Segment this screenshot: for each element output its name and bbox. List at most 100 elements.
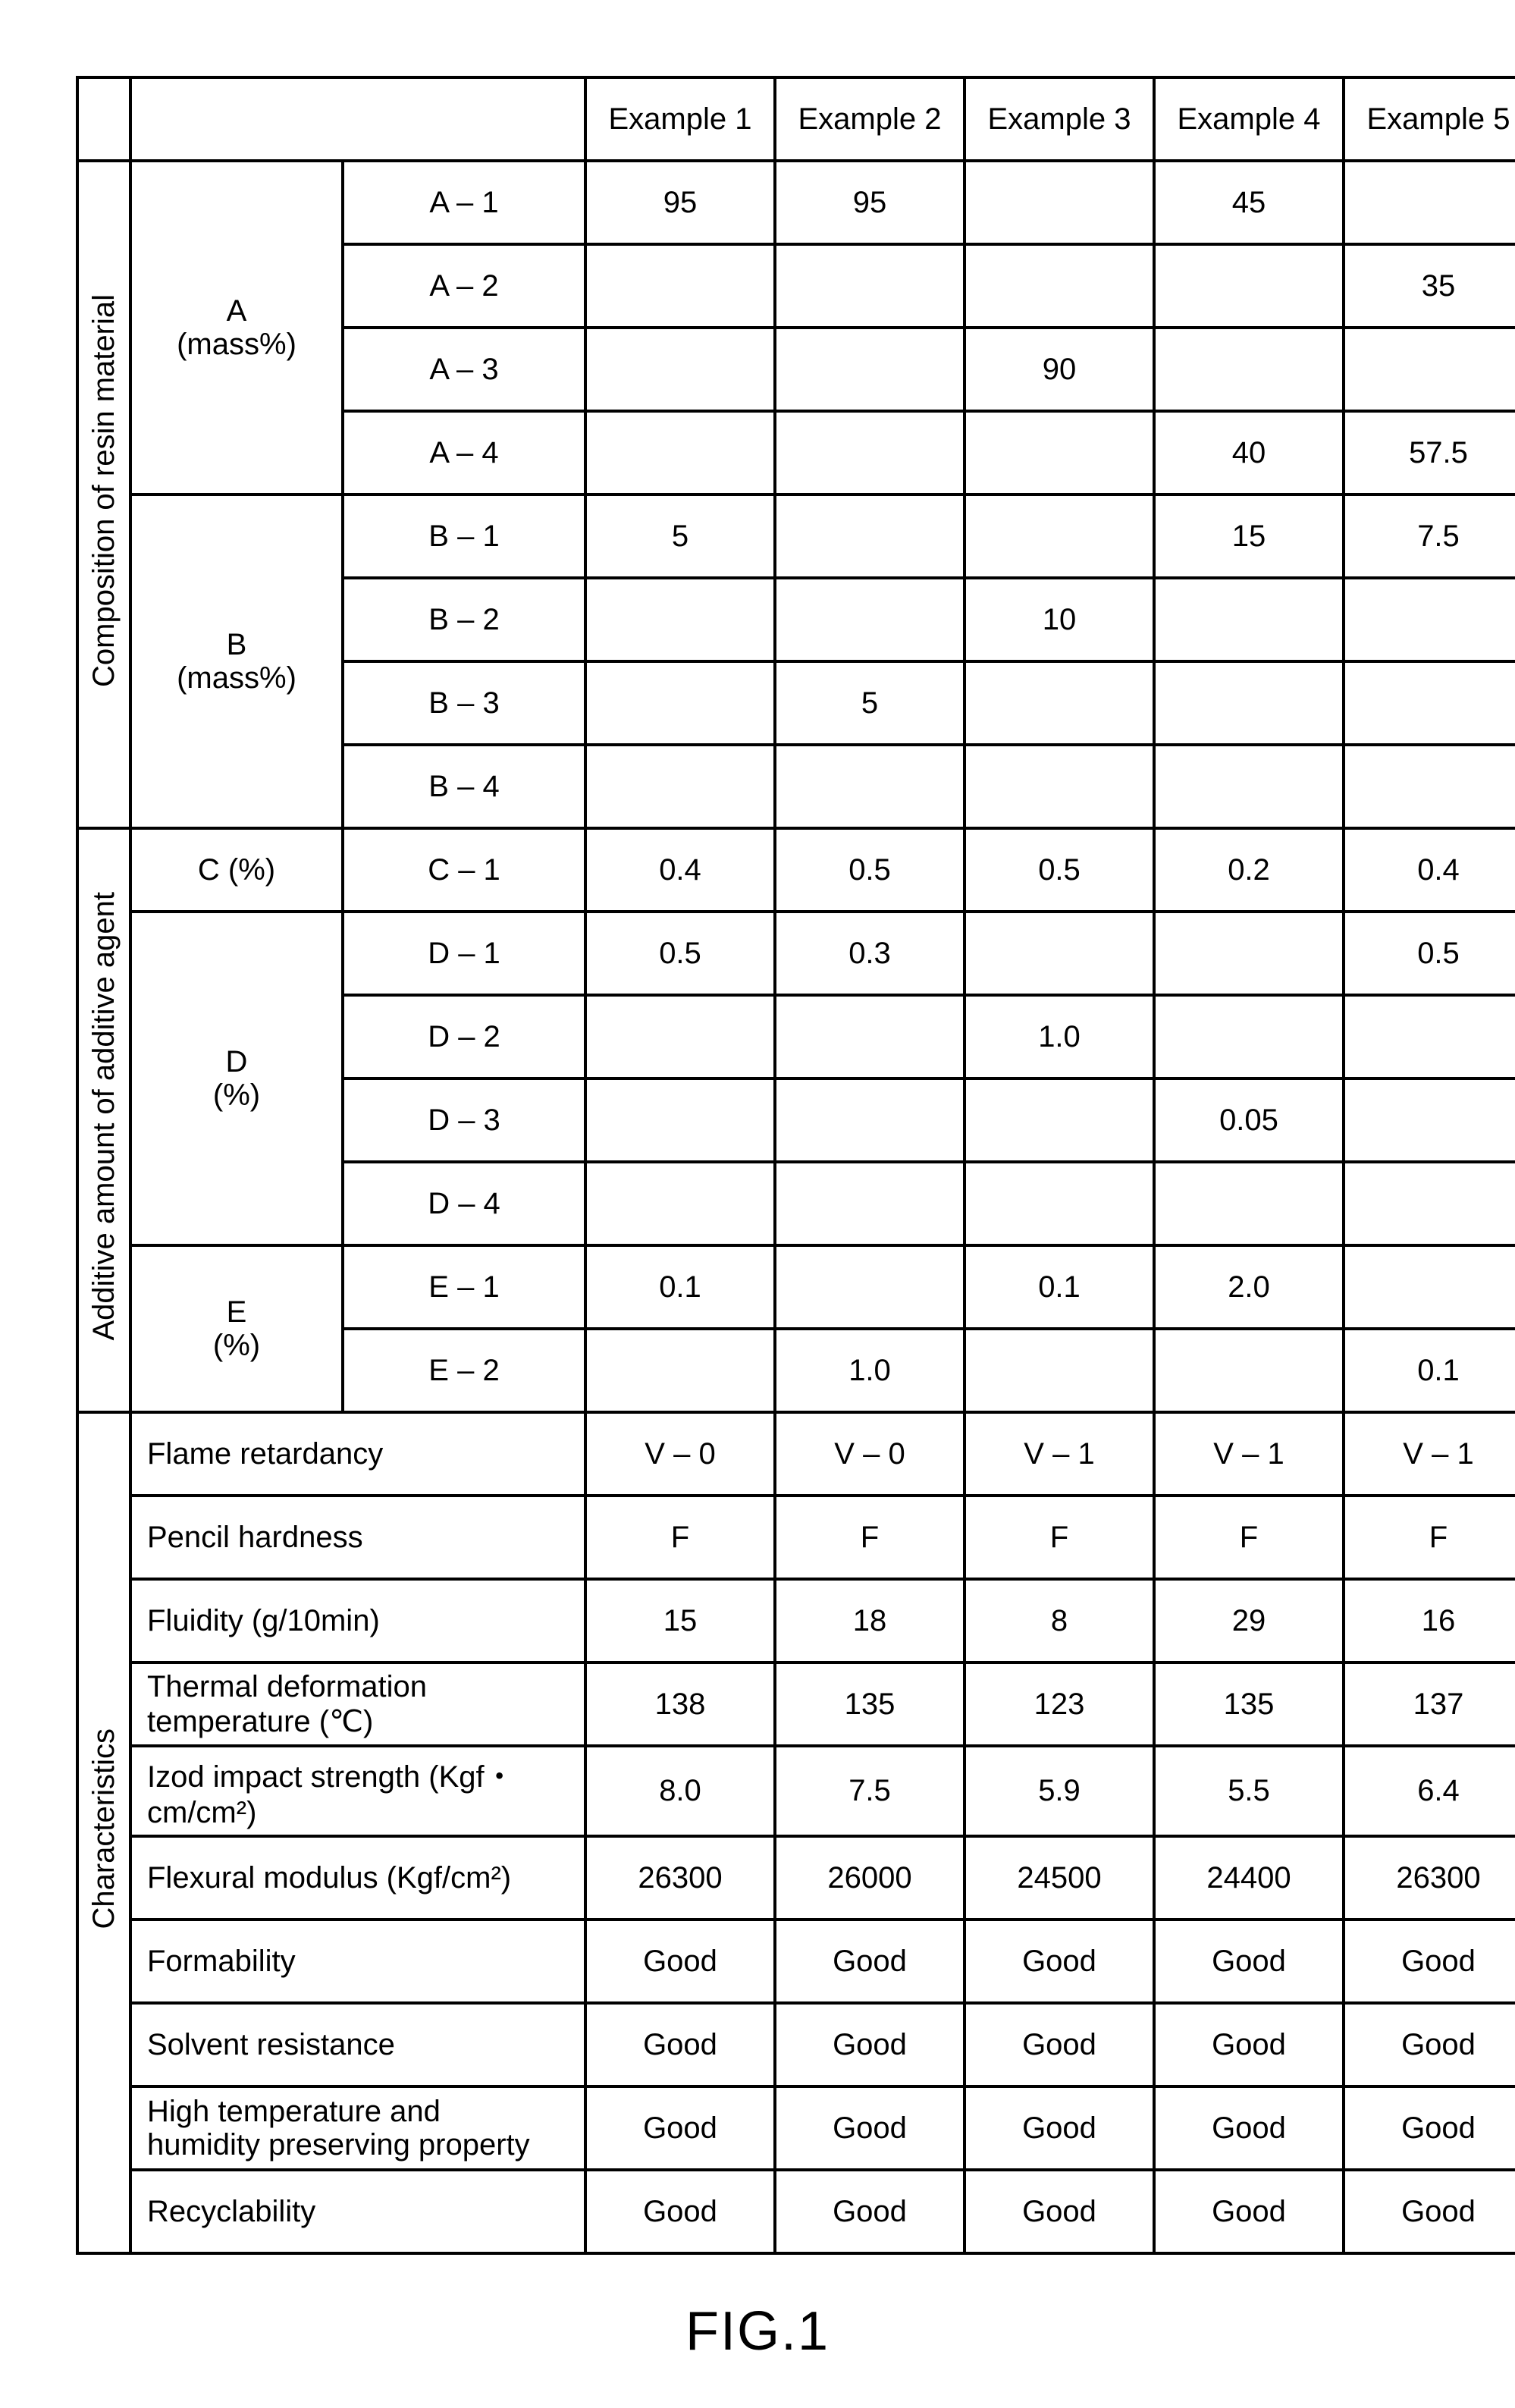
cell: 7.5 [775,1746,965,1836]
table-row: E(%) E – 1 0.1 0.1 2.0 [77,1245,1515,1329]
table-row: Formability Good Good Good Good Good [77,1920,1515,2003]
row-label-C1: C – 1 [343,828,585,912]
cell [965,661,1154,745]
group-additive: Additive amount of additive agent [77,828,130,1412]
cell: 18 [775,1579,965,1662]
row-label-A3: A – 3 [343,328,585,411]
cell: 7.5 [1344,494,1515,578]
cell [585,745,775,828]
cell: Good [775,1920,965,2003]
row-label-D1: D – 1 [343,912,585,995]
table-row: Additive amount of additive agent C (%) … [77,828,1515,912]
cell: 138 [585,1662,775,1746]
cell: V – 0 [775,1412,965,1496]
cell: Good [585,2086,775,2170]
cell: 35 [1344,244,1515,328]
row-label-B2: B – 2 [343,578,585,661]
cell: 5 [585,494,775,578]
cell: 0.1 [585,1245,775,1329]
cell: 1.0 [775,1329,965,1412]
data-table: Example 1 Example 2 Example 3 Example 4 … [76,76,1515,2255]
cell: 0.4 [585,828,775,912]
cell [1154,328,1344,411]
cell: Good [1154,1920,1344,2003]
cell [775,328,965,411]
subgroup-D: D(%) [130,912,343,1245]
cell [585,1162,775,1245]
cell: 26300 [1344,1836,1515,1920]
char-hthp: High temperature andhumidity preserving … [130,2086,585,2170]
cell [965,1162,1154,1245]
subgroup-B: B(mass%) [130,494,343,828]
cell: Good [1344,1920,1515,2003]
cell [965,494,1154,578]
col-ex4: Example 4 [1154,77,1344,161]
cell: 0.1 [1344,1329,1515,1412]
row-label-A2: A – 2 [343,244,585,328]
cell: Good [775,2003,965,2086]
table-row: Characteristics Flame retardancy V – 0 V… [77,1412,1515,1496]
cell [775,578,965,661]
char-pencil: Pencil hardness [130,1496,585,1579]
cell: 40 [1154,411,1344,494]
char-izod: Izod impact strength (Kgf・cm/cm²) [130,1746,585,1836]
cell: 29 [1154,1579,1344,1662]
cell [1154,244,1344,328]
cell: 0.5 [775,828,965,912]
cell [585,661,775,745]
cell: F [1344,1496,1515,1579]
cell: 15 [1154,494,1344,578]
cell: 16 [1344,1579,1515,1662]
cell [585,244,775,328]
cell: 90 [965,328,1154,411]
group-composition-label: Composition of resin material [89,294,119,687]
cell: 57.5 [1344,411,1515,494]
cell [1154,745,1344,828]
cell: 0.1 [965,1245,1154,1329]
cell: 5 [775,661,965,745]
table-row: High temperature andhumidity preserving … [77,2086,1515,2170]
cell: V – 1 [1344,1412,1515,1496]
row-label-A4: A – 4 [343,411,585,494]
cell: 123 [965,1662,1154,1746]
row-label-D2: D – 2 [343,995,585,1078]
cell [965,912,1154,995]
cell [775,995,965,1078]
cell: 2.0 [1154,1245,1344,1329]
cell: F [965,1496,1154,1579]
cell [965,745,1154,828]
cell: F [1154,1496,1344,1579]
row-label-D3: D – 3 [343,1078,585,1162]
cell: Good [585,2003,775,2086]
cell: 95 [585,161,775,244]
row-label-A1: A – 1 [343,161,585,244]
cell: 45 [1154,161,1344,244]
subgroup-C: C (%) [130,828,343,912]
cell [965,244,1154,328]
table-row: B(mass%) B – 1 5 15 7.5 [77,494,1515,578]
cell [1344,1078,1515,1162]
cell: Good [1154,2003,1344,2086]
cell: 10 [965,578,1154,661]
cell: 0.05 [1154,1078,1344,1162]
row-label-B4: B – 4 [343,745,585,828]
cell [1154,995,1344,1078]
cell [775,1245,965,1329]
cell [1154,578,1344,661]
cell: 95 [775,161,965,244]
subgroup-A: A(mass%) [130,161,343,494]
cell [585,578,775,661]
table-row: Pencil hardness F F F F F [77,1496,1515,1579]
table-row: Fluidity (g/10min) 15 18 8 29 16 [77,1579,1515,1662]
group-additive-label: Additive amount of additive agent [89,892,119,1341]
cell: 26000 [775,1836,965,1920]
cell: Good [1154,2086,1344,2170]
char-tdt: Thermal deformation temperature (℃) [130,1662,585,1746]
row-label-E2: E – 2 [343,1329,585,1412]
cell [775,1078,965,1162]
char-flame: Flame retardancy [130,1412,585,1496]
table-row: Example 1 Example 2 Example 3 Example 4 … [77,77,1515,161]
cell: V – 1 [965,1412,1154,1496]
col-ex3: Example 3 [965,77,1154,161]
group-characteristics-label: Characteristics [89,1728,119,1929]
